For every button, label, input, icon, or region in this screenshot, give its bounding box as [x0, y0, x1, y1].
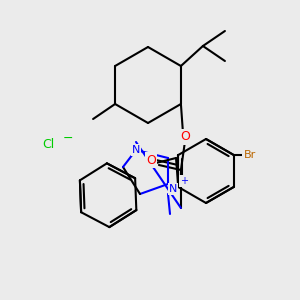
Text: N: N [169, 184, 177, 194]
Text: O: O [146, 154, 156, 166]
Text: Cl: Cl [42, 139, 54, 152]
Text: −: − [63, 131, 73, 145]
Text: +: + [180, 176, 188, 186]
Text: N: N [132, 145, 140, 155]
Text: Br: Br [244, 150, 256, 160]
Text: O: O [180, 130, 190, 143]
